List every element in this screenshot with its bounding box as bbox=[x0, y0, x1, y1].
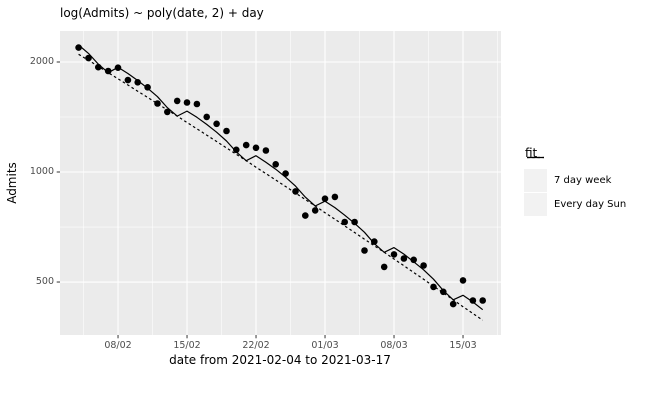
legend-item-7-day-week: 7 day week bbox=[524, 156, 626, 192]
legend-item-label: 7 day week bbox=[554, 175, 612, 186]
legend-item-label: Every day Sun bbox=[554, 199, 627, 210]
legend-title: fit bbox=[525, 146, 538, 160]
legend: fit 7 day week Every day Sun bbox=[524, 146, 626, 217]
legend-item-every-day-sun: Every day Sun bbox=[524, 156, 627, 216]
x-axis-title: date from 2021-02-04 to 2021-03-17 bbox=[169, 353, 391, 367]
y-axis-title: Admits bbox=[5, 162, 19, 204]
dashed-line-key-icon bbox=[524, 156, 547, 216]
solid-line-key-icon bbox=[524, 156, 547, 192]
chart-title: log(Admits) ~ poly(date, 2) + day bbox=[60, 6, 264, 20]
